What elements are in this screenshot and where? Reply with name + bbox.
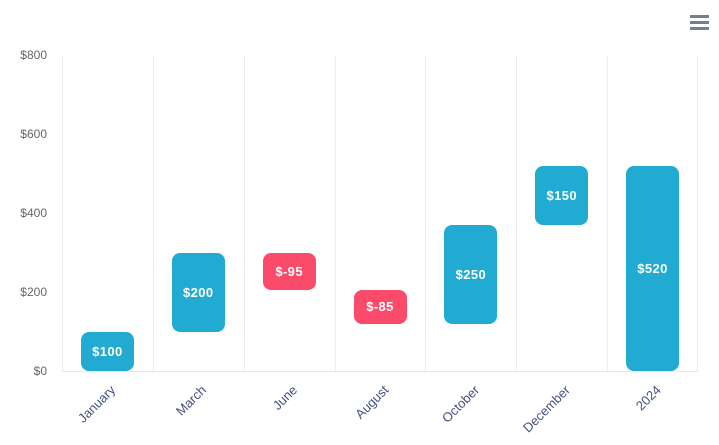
vertical-gridline xyxy=(425,55,427,371)
chart-menu-button[interactable] xyxy=(687,10,713,34)
y-axis-label: $600 xyxy=(20,127,47,141)
hamburger-icon-line xyxy=(690,14,709,18)
vertical-gridline xyxy=(62,55,63,371)
waterfall-bar-october[interactable]: $250 xyxy=(444,224,498,324)
bar-data-label: $-85 xyxy=(366,299,394,315)
vertical-gridline xyxy=(334,55,336,371)
waterfall-bar-august[interactable]: $-85 xyxy=(353,290,407,324)
waterfall-bar-june[interactable]: $-95 xyxy=(262,252,316,291)
bar-data-label: $150 xyxy=(546,187,577,203)
waterfall-bar-january[interactable]: $100 xyxy=(80,331,134,371)
vertical-gridline xyxy=(152,55,154,371)
y-axis-label: $200 xyxy=(20,285,47,299)
x-axis-label-march: March xyxy=(173,382,210,419)
bar-data-label: $250 xyxy=(455,266,487,282)
waterfall-bar-2024[interactable]: $520 xyxy=(626,165,680,371)
vertical-gridline xyxy=(243,55,245,371)
x-axis-label-october: October xyxy=(438,382,482,426)
vertical-gridline xyxy=(697,55,698,371)
waterfall-bar-march[interactable]: $200 xyxy=(171,252,225,332)
x-axis-label-june: June xyxy=(269,382,301,413)
vertical-gridline xyxy=(516,55,518,371)
y-axis-label: $0 xyxy=(33,364,47,378)
bar-data-label: $200 xyxy=(183,284,214,300)
waterfall-bar-december[interactable]: $150 xyxy=(535,165,589,225)
x-axis-label-december: December xyxy=(519,382,573,436)
x-axis-label-2024: 2024 xyxy=(632,382,664,414)
hamburger-icon-line xyxy=(690,20,709,24)
bar-data-label: $520 xyxy=(637,260,668,276)
hamburger-icon-line xyxy=(690,26,709,30)
bar-data-label: $-95 xyxy=(275,263,303,279)
plot-area: $100 $200 $-95 $-85 $250 $150 $520 xyxy=(62,55,698,372)
bar-data-label: $100 xyxy=(92,343,123,359)
vertical-gridline xyxy=(607,55,609,371)
y-axis-label: $400 xyxy=(20,206,47,220)
x-axis-label-august: August xyxy=(351,382,391,422)
y-axis-label: $800 xyxy=(20,48,47,62)
x-axis-label-january: January xyxy=(75,382,119,426)
